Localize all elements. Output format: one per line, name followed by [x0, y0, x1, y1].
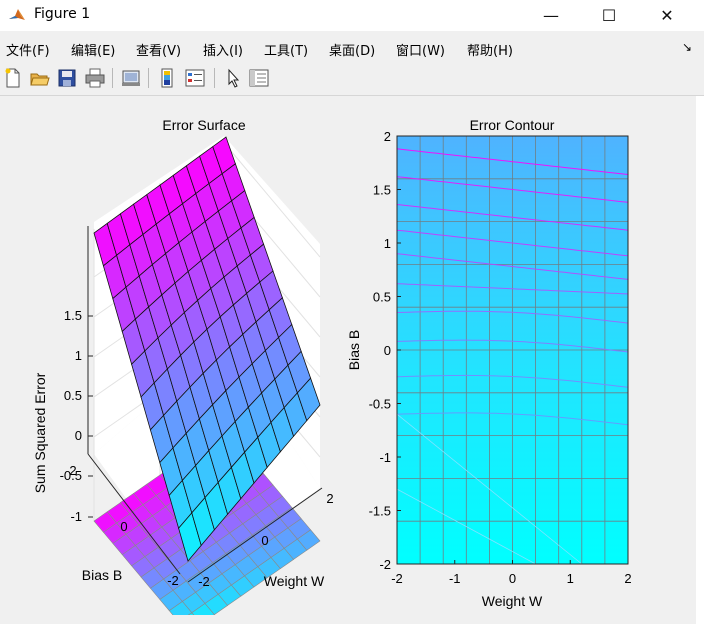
menu-view[interactable]: 查看(V): [136, 44, 182, 59]
contour-line: [396, 176, 629, 203]
z-tick-label: 1: [75, 348, 82, 363]
title-bar: Figure 1 — ☐ ✕: [0, 0, 704, 31]
contour-xtick-label: 1: [567, 571, 574, 586]
surface-mesh: [93, 136, 321, 562]
contour-line: [396, 253, 629, 280]
contour-line: [396, 204, 629, 231]
link-plot-icon[interactable]: [120, 67, 142, 89]
contour-xtick-label: -1: [449, 571, 461, 586]
surface-zlabel: Sum Squared Error: [32, 372, 48, 493]
menu-window[interactable]: 窗口(W): [396, 44, 445, 59]
w-tick-label: 2: [326, 491, 333, 506]
toolbar-separator: [112, 68, 113, 88]
side-wall-gridline: [225, 144, 321, 258]
contour-ytick-label: -1.5: [369, 504, 391, 519]
close-icon: ✕: [660, 6, 674, 25]
menu-edit[interactable]: 编辑(E): [71, 44, 116, 59]
contour-xtick-label: 2: [624, 571, 631, 586]
contour-line: [396, 283, 629, 295]
contour-line: [396, 148, 629, 175]
figure-toolbar: [0, 61, 704, 96]
minimize-button[interactable]: —: [528, 0, 574, 31]
maximize-icon: ☐: [601, 6, 617, 25]
b-tick-label: -2: [167, 573, 179, 588]
open-file-icon[interactable]: [29, 67, 51, 89]
property-inspector-icon[interactable]: [248, 67, 270, 89]
surface-patch: [296, 377, 321, 422]
w-axis-line: [187, 487, 323, 583]
contour-xtick-label: 0: [509, 571, 516, 586]
surface-xlabel: Weight W: [264, 573, 325, 589]
contour-line: [396, 229, 629, 257]
contour-line: [396, 310, 629, 324]
z-tick-label: 0.5: [64, 388, 82, 403]
contour-line: [396, 412, 629, 426]
contour-tick-labels: -2 -1.5 -1 -0.5 0 0.5 1 1.5 2 -2 -1 0 1 2: [369, 129, 632, 586]
b-tick-label: 2: [69, 463, 76, 478]
window-edge: [696, 96, 704, 624]
matlab-logo-icon: [9, 9, 25, 20]
error-contour-axes[interactable]: -2 -1.5 -1 -0.5 0 0.5 1 1.5 2 -2 -1 0 1 2 Error Conto…: [346, 117, 632, 609]
save-icon[interactable]: [56, 67, 78, 89]
menu-help[interactable]: 帮助(H): [467, 44, 513, 59]
edit-plot-arrow-icon[interactable]: [222, 67, 244, 89]
menu-insert[interactable]: 插入(I): [203, 44, 243, 59]
toolbar-separator: [214, 68, 215, 88]
window-title: Figure 1: [34, 6, 91, 22]
b-tick-label: 0: [120, 519, 127, 534]
contour-title: Error Contour: [470, 117, 555, 133]
figure-axes-svg: 1.510.50-0.5-120-2 -202 Error Surface Sum…: [32, 117, 632, 624]
contour-line: [396, 413, 583, 565]
w-tick-label: 0: [261, 533, 268, 548]
z-tick-label: -0.5: [60, 468, 82, 483]
contour-xlabel: Weight W: [482, 593, 543, 609]
minimize-icon: —: [543, 6, 559, 25]
w-tick-label: -2: [198, 574, 210, 589]
contour-line: [396, 488, 536, 565]
contour-ytick-label: 2: [384, 129, 391, 144]
contour-lines: [396, 148, 629, 565]
contour-line: [396, 339, 629, 353]
print-icon[interactable]: [84, 67, 106, 89]
toolbar-separator: [148, 68, 149, 88]
contour-ytick-label: 1: [384, 236, 391, 251]
z-tick-label: 1.5: [64, 308, 82, 323]
contour-ytick-label: -2: [379, 557, 391, 572]
menu-file[interactable]: 文件(F): [6, 44, 50, 59]
surface-tick-labels: 1.5 1 0.5 0 -0.5 -1 2 0 -2 -2 0 2: [60, 308, 334, 589]
menu-tools[interactable]: 工具(T): [264, 44, 309, 59]
menu-bar: 文件(F) 编辑(E) 查看(V) 插入(I) 工具(T) 桌面(D) 窗口(W…: [0, 31, 704, 61]
error-surface-axes[interactable]: 1.5 1 0.5 0 -0.5 -1 2 0 -2 -2 0 2 Error Surface Sum…: [32, 117, 334, 624]
maximize-button[interactable]: ☐: [586, 0, 632, 31]
contour-ytick-label: 0.5: [373, 290, 391, 305]
contour-xtick-label: -2: [391, 571, 403, 586]
menu-desktop[interactable]: 桌面(D): [329, 44, 376, 59]
insert-colorbar-icon[interactable]: [156, 67, 178, 89]
contour-ytick-label: 1.5: [373, 183, 391, 198]
contour-ytick-label: 0: [384, 343, 391, 358]
close-button[interactable]: ✕: [644, 0, 690, 31]
z-tick-label: 0: [75, 428, 82, 443]
toolbar-toggle-arrow-icon[interactable]: ↘: [681, 40, 692, 54]
z-tick-label: -1: [70, 509, 82, 524]
contour-ytick-label: -0.5: [369, 397, 391, 412]
new-figure-icon[interactable]: [2, 67, 24, 89]
surface-title: Error Surface: [162, 117, 245, 133]
b-axis-line: [87, 453, 181, 575]
contour-ylabel: Bias B: [346, 330, 362, 370]
contour-ytick-label: -1: [379, 450, 391, 465]
contour-line: [396, 374, 629, 388]
insert-legend-icon[interactable]: [184, 67, 206, 89]
figure-canvas: 1.5 1 0.5 0 -0.5 -1 2 0 -2 -2 0 2 Error Surface Sum…: [0, 96, 696, 624]
surface-ylabel: Bias B: [82, 567, 122, 583]
